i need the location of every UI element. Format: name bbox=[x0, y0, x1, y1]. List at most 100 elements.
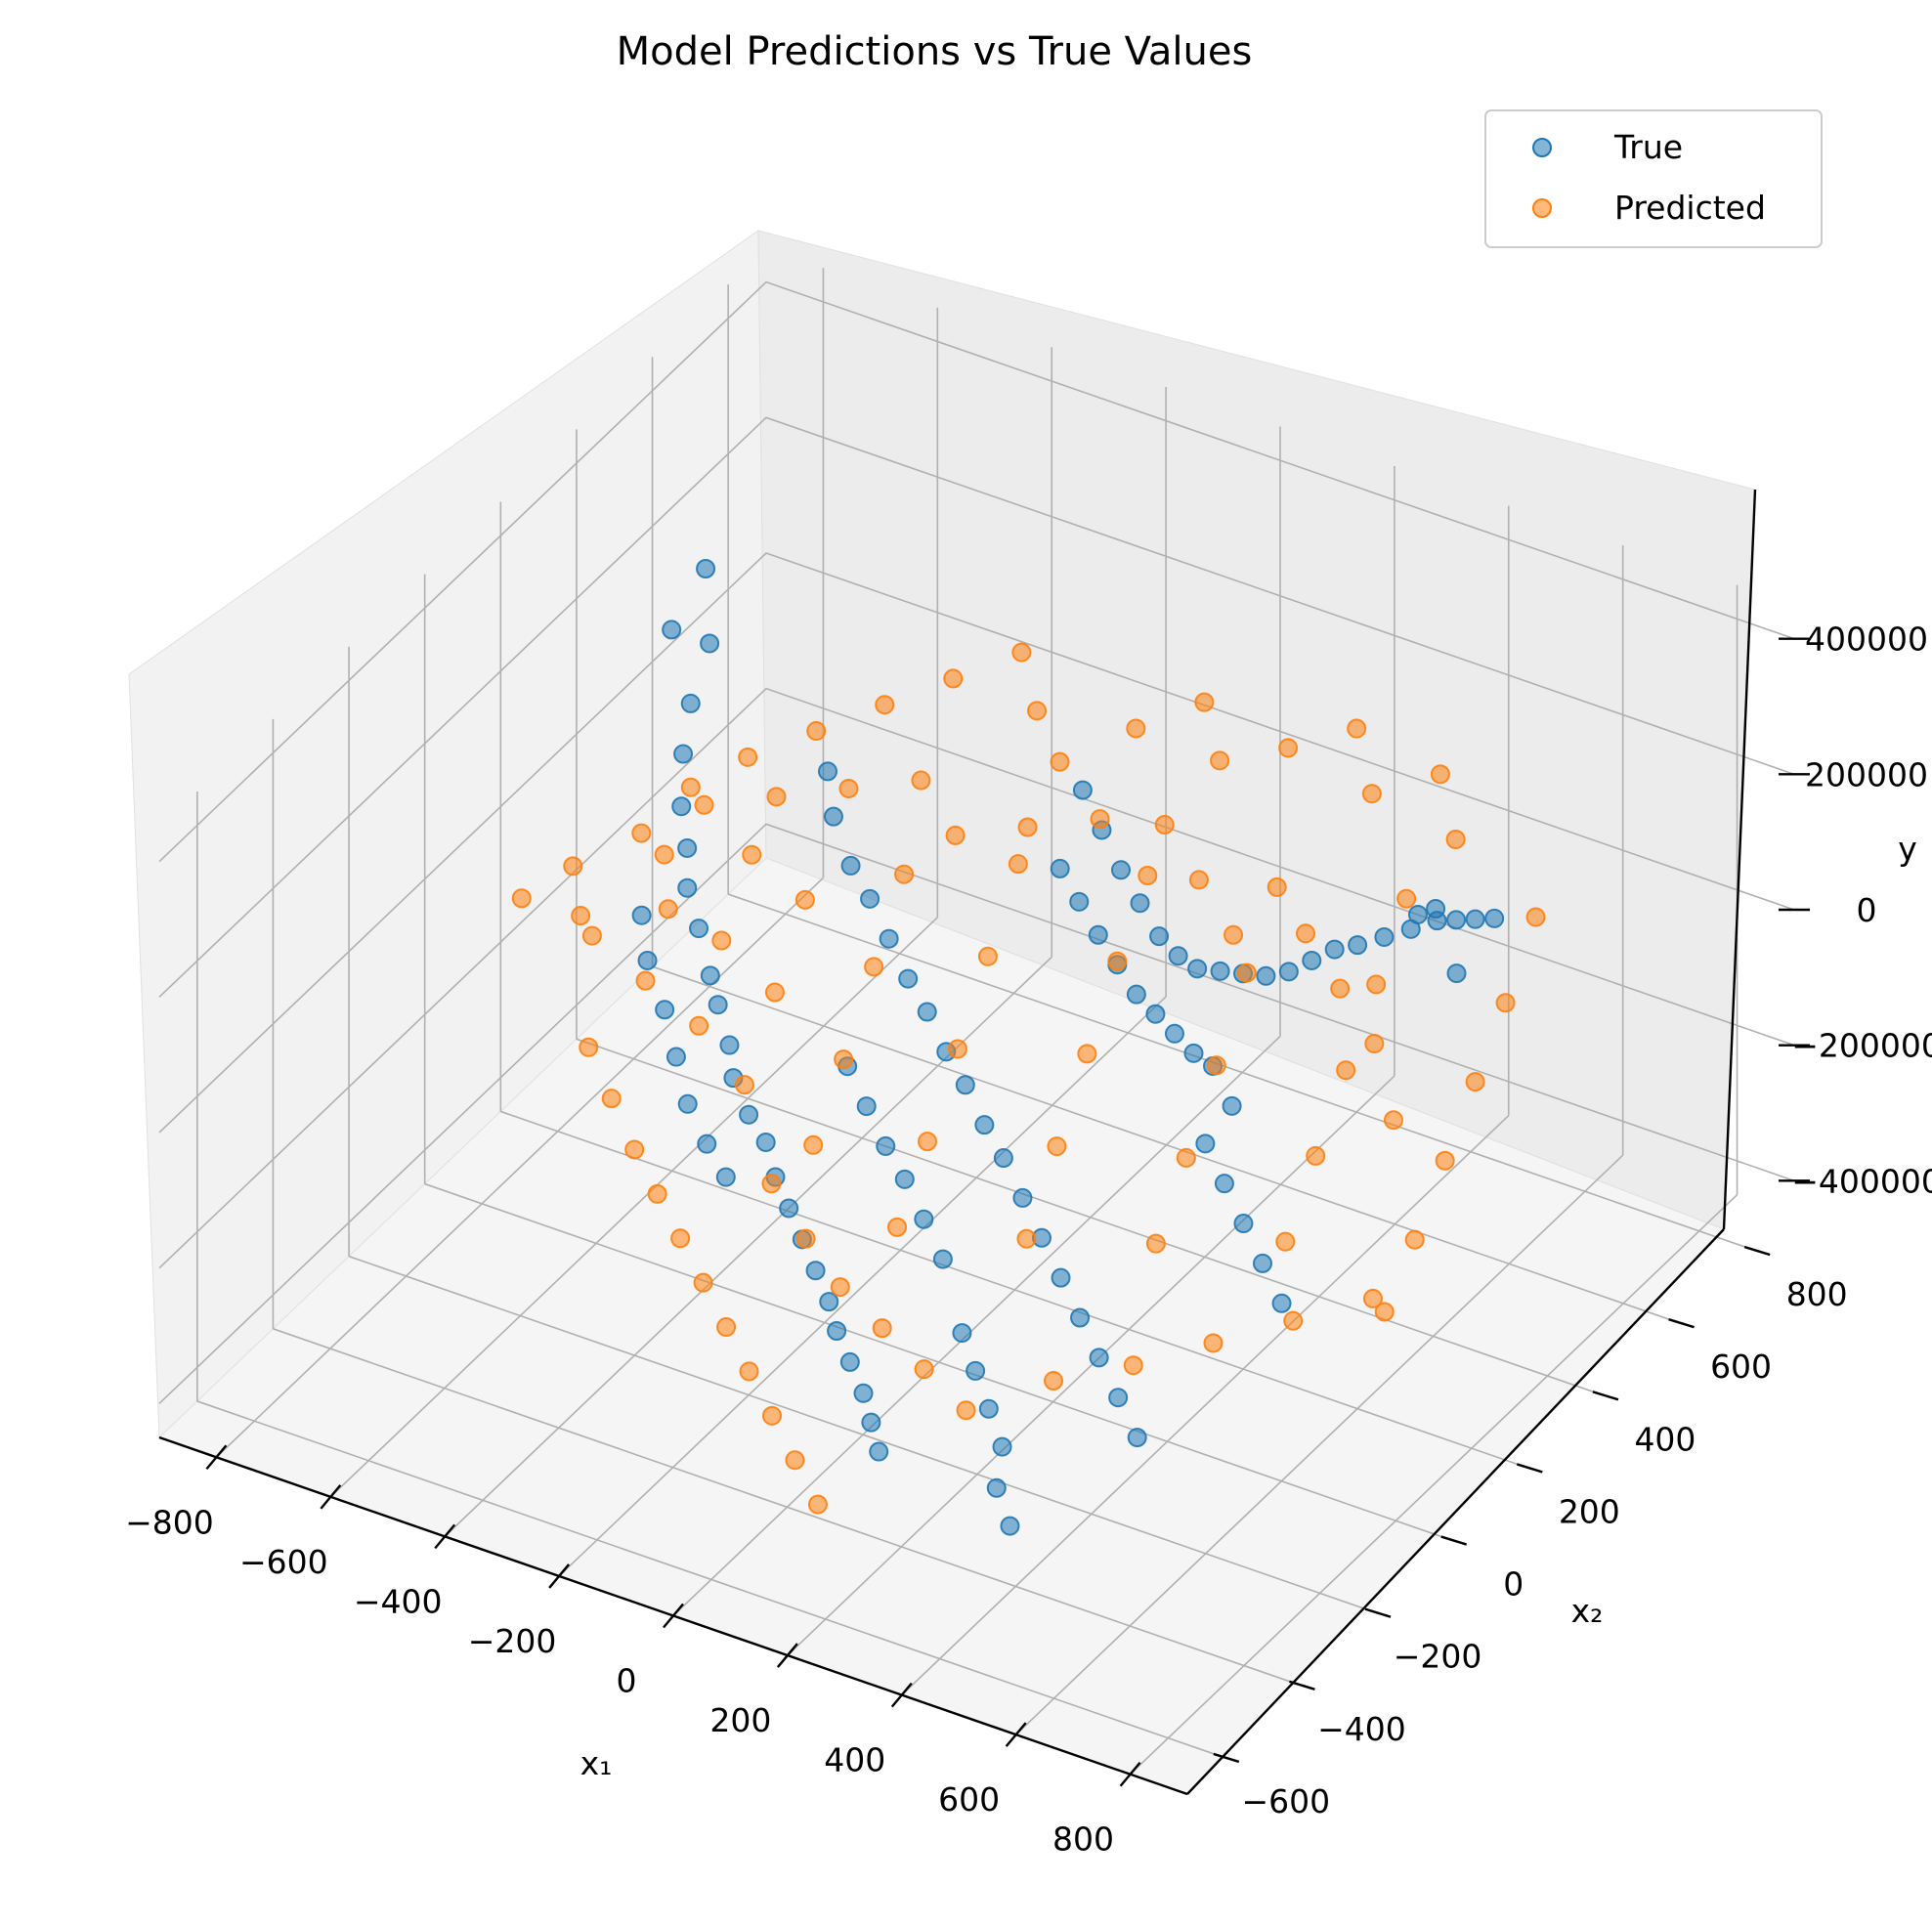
z-axis-label: y bbox=[1898, 830, 1917, 868]
point-true-21 bbox=[839, 1351, 860, 1372]
point-predicted-4 bbox=[635, 970, 656, 991]
point-predicted-63 bbox=[716, 1317, 737, 1338]
point-true-32 bbox=[1210, 961, 1230, 981]
y-axis-ticks: −600 −400 −200 0 200 400 600 800 bbox=[1213, 1245, 1848, 1820]
point-true-63 bbox=[1089, 1348, 1109, 1368]
x-tick-label-6: 400 bbox=[824, 1741, 885, 1779]
point-true-91 bbox=[1222, 1095, 1242, 1116]
point-predicted-60 bbox=[647, 1183, 667, 1204]
point-true-30 bbox=[1168, 946, 1188, 966]
point-true-72 bbox=[631, 905, 652, 925]
x-tick-label-8: 800 bbox=[1052, 1820, 1114, 1859]
grid-lines bbox=[158, 268, 1795, 1776]
point-predicted-53 bbox=[1347, 718, 1367, 739]
point-true-44 bbox=[1427, 911, 1447, 931]
point-true-36 bbox=[1302, 950, 1322, 970]
gridline-floor-y-7 bbox=[727, 893, 1757, 1252]
point-predicted-68 bbox=[830, 1277, 850, 1298]
point-true-48 bbox=[818, 761, 838, 782]
axes-panes bbox=[128, 230, 1756, 1795]
point-predicted-13 bbox=[834, 1049, 854, 1070]
point-predicted-55 bbox=[1430, 764, 1450, 785]
x-tick-label-1: −600 bbox=[239, 1543, 328, 1581]
point-predicted-80 bbox=[1364, 1034, 1385, 1054]
y-tick-mark-6 bbox=[1668, 1318, 1695, 1329]
point-true-70 bbox=[986, 1477, 1007, 1498]
point-true-2 bbox=[700, 633, 720, 654]
point-true-51 bbox=[860, 888, 880, 909]
point-true-11 bbox=[719, 1035, 740, 1055]
z-tick-label-0: −400000 bbox=[1791, 1162, 1932, 1200]
gridline-floor-y-3 bbox=[424, 1182, 1453, 1542]
point-predicted-72 bbox=[795, 1228, 816, 1249]
point-true-39 bbox=[1374, 926, 1395, 947]
point-predicted-51 bbox=[1210, 750, 1230, 771]
gridline-floor-x-3 bbox=[558, 996, 1167, 1577]
point-true-83 bbox=[914, 1209, 934, 1229]
point-predicted-64 bbox=[739, 1361, 759, 1382]
point-true-52 bbox=[879, 928, 899, 949]
y-tick-label-2: −200 bbox=[1394, 1638, 1482, 1676]
point-predicted-5 bbox=[742, 844, 762, 865]
gridline-z-4 bbox=[158, 280, 1795, 863]
point-predicted-73 bbox=[761, 1174, 782, 1194]
point-predicted-39 bbox=[1404, 1229, 1425, 1250]
point-predicted-61 bbox=[670, 1228, 691, 1249]
y-tick-mark-2 bbox=[1364, 1607, 1392, 1618]
point-predicted-11 bbox=[894, 864, 915, 884]
point-predicted-42 bbox=[738, 747, 758, 767]
point-true-9 bbox=[700, 965, 720, 986]
point-true-54 bbox=[917, 1002, 937, 1022]
point-predicted-49 bbox=[1126, 718, 1146, 739]
point-true-31 bbox=[1187, 959, 1208, 979]
point-true-59 bbox=[1012, 1187, 1033, 1208]
point-predicted-93 bbox=[631, 823, 652, 843]
gridline-floor-x-8 bbox=[1130, 1194, 1739, 1776]
point-predicted-45 bbox=[943, 668, 964, 689]
point-true-94 bbox=[1145, 1004, 1166, 1024]
x-tick-label-7: 600 bbox=[938, 1780, 1000, 1819]
x-tick-mark-1 bbox=[320, 1484, 342, 1510]
point-predicted-25 bbox=[1267, 877, 1287, 897]
point-predicted-1 bbox=[581, 925, 602, 946]
point-predicted-15 bbox=[1008, 854, 1028, 875]
y-axis-line bbox=[1186, 1228, 1725, 1795]
chart-title: Model Predictions vs True Values bbox=[617, 29, 1253, 74]
point-predicted-14 bbox=[803, 1134, 824, 1155]
point-predicted-87 bbox=[1017, 817, 1038, 837]
point-predicted-19 bbox=[887, 1217, 908, 1237]
y-axis-label: x₂ bbox=[1571, 1592, 1604, 1630]
gridline-floor-x-7 bbox=[1015, 1154, 1624, 1735]
point-true-64 bbox=[1108, 1388, 1129, 1408]
z-tick-label-2: 0 bbox=[1857, 891, 1877, 929]
point-predicted-92 bbox=[694, 794, 714, 815]
point-true-13 bbox=[739, 1104, 759, 1125]
gridline-z-2 bbox=[158, 552, 1795, 1134]
x-tick-mark-6 bbox=[890, 1682, 913, 1708]
y-tick-mark-4 bbox=[1516, 1463, 1543, 1474]
gridline-floor-y-5 bbox=[576, 1038, 1606, 1397]
point-true-1 bbox=[662, 620, 682, 640]
point-true-62 bbox=[1070, 1307, 1091, 1328]
legend: True Predicted bbox=[1484, 109, 1823, 248]
point-true-28 bbox=[1130, 893, 1150, 914]
point-predicted-24 bbox=[1016, 1228, 1037, 1249]
point-true-78 bbox=[715, 1167, 736, 1187]
point-true-98 bbox=[1069, 891, 1090, 912]
x-axis-ticks: −800 −600 −400 −200 0 200 400 600 800 bbox=[125, 1444, 1141, 1859]
point-predicted-50 bbox=[1194, 692, 1215, 712]
point-true-89 bbox=[1271, 1293, 1292, 1313]
point-true-82 bbox=[894, 1169, 915, 1189]
legend-label-true: True bbox=[1613, 128, 1683, 166]
point-predicted-26 bbox=[1236, 963, 1257, 983]
point-predicted-40 bbox=[1374, 1302, 1395, 1322]
x-tick-label-4: 0 bbox=[617, 1662, 637, 1700]
point-true-16 bbox=[779, 1198, 799, 1219]
point-predicted-77 bbox=[1283, 1310, 1304, 1331]
point-true-56 bbox=[955, 1075, 975, 1095]
point-predicted-47 bbox=[1027, 701, 1048, 721]
z-tick-label-3: 200000 bbox=[1805, 755, 1928, 793]
z-tick-label-1: −200000 bbox=[1791, 1027, 1932, 1065]
point-predicted-78 bbox=[1362, 1288, 1383, 1308]
y-tick-mark-0 bbox=[1213, 1752, 1240, 1764]
